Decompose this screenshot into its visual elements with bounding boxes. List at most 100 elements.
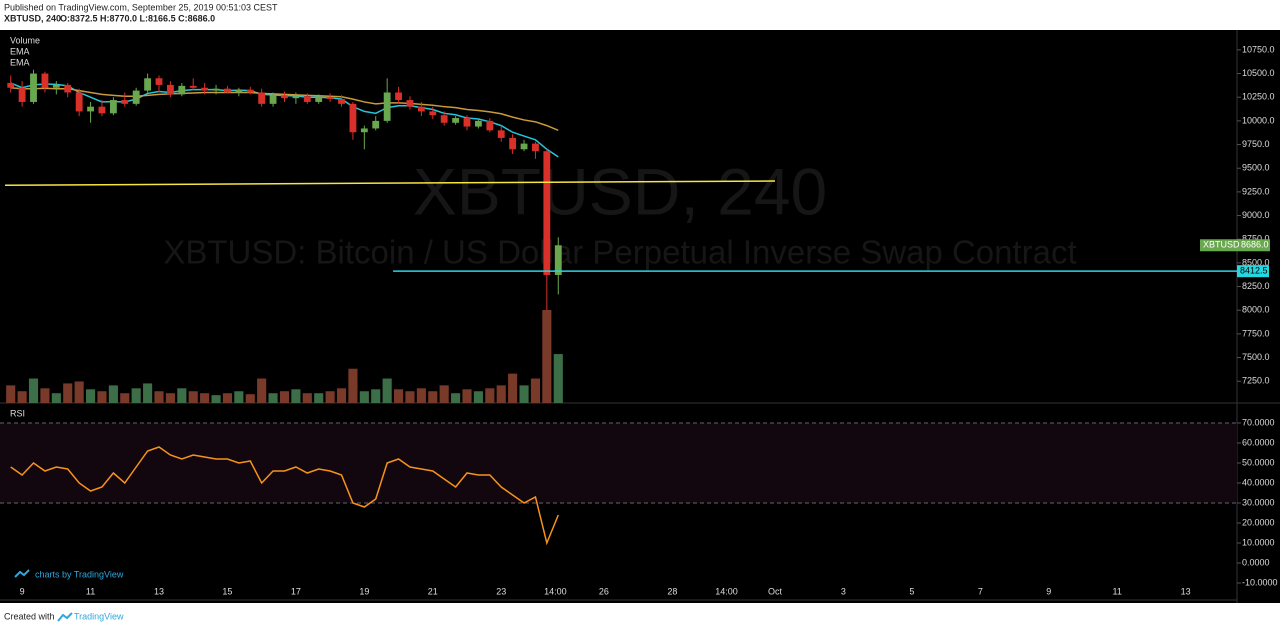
candle-body	[132, 90, 140, 104]
candle-body	[509, 137, 517, 150]
volume-bar	[530, 378, 541, 403]
candle-body	[383, 92, 391, 121]
y-tick-label: 0.0000	[1242, 557, 1270, 567]
x-tick-label: 17	[291, 586, 301, 596]
volume-bar	[120, 393, 130, 403]
candle-body	[18, 87, 26, 102]
candle-body	[281, 95, 288, 99]
volume-bar	[268, 393, 278, 403]
y-tick-label: 10500.0	[1242, 68, 1275, 78]
volume-bar	[74, 381, 84, 403]
y-tick-label: 10000.0	[1242, 115, 1275, 125]
volume-bar	[416, 388, 426, 403]
volume-bar	[97, 391, 107, 403]
x-tick-label: 26	[599, 586, 609, 596]
volume-bar	[325, 391, 335, 403]
x-tick-label: 11	[1113, 586, 1122, 596]
candle-body	[98, 106, 106, 114]
y-tick-label: 8750.0	[1242, 234, 1270, 244]
y-tick-label: 30.0000	[1242, 497, 1275, 507]
y-tick-label: 7500.0	[1242, 352, 1270, 362]
volume-bar	[6, 385, 16, 403]
y-tick-label: 10.0000	[1242, 537, 1275, 547]
ohlc-legend: O:8372.5 H:8770.0 L:8166.5 C:8686.0	[60, 13, 215, 23]
y-tick-label: 8500.0	[1242, 257, 1270, 267]
candle-body	[338, 99, 345, 104]
volume-bar	[508, 373, 518, 403]
candle-body	[246, 89, 254, 93]
candle-body	[75, 92, 83, 112]
y-tick-label: 40.0000	[1242, 477, 1275, 487]
rsi-line	[10, 446, 559, 546]
volume-bar	[382, 378, 392, 403]
rsi-label: RSI	[10, 408, 25, 418]
x-tick-label: 19	[359, 586, 369, 596]
created: Created with	[4, 611, 55, 621]
candle-body	[121, 100, 129, 104]
y-tick-label: 7250.0	[1242, 376, 1270, 386]
volume-bar	[188, 391, 198, 403]
volume-bar	[405, 391, 415, 403]
candle-body	[360, 128, 368, 133]
volume-bar	[473, 391, 483, 403]
rsi-band	[0, 423, 1237, 503]
y-tick-label: 9250.0	[1242, 186, 1270, 196]
branding: charts by TradingView	[35, 569, 124, 579]
candle-body	[486, 120, 494, 131]
volume-bar	[222, 393, 233, 403]
y-tick-label: 70.0000	[1242, 417, 1275, 427]
y-tick-label: 50.0000	[1242, 457, 1275, 467]
y-tick-label: 9750.0	[1242, 139, 1270, 149]
candle-body	[429, 111, 437, 116]
volume-bar	[542, 310, 552, 403]
candle-body	[372, 120, 380, 129]
candle-body	[41, 73, 49, 88]
volume-bar	[234, 391, 244, 403]
candle-body	[303, 96, 311, 102]
volume-bar	[17, 391, 27, 403]
candle-body	[87, 106, 94, 112]
candle-body	[497, 130, 505, 138]
volume-bar	[348, 368, 358, 403]
candle-body	[395, 92, 402, 101]
x-tick-label: 14:00	[715, 586, 738, 596]
y-tick-label: 9500.0	[1242, 163, 1270, 173]
footer-logo	[57, 612, 73, 622]
volume-bar	[451, 393, 461, 403]
volume-bar	[485, 388, 495, 403]
y-tick-label: 9000.0	[1242, 210, 1270, 220]
volume-bar	[371, 389, 381, 403]
legend-ema: EMA	[10, 57, 30, 67]
volume-bar	[211, 395, 221, 403]
candle-body	[292, 96, 300, 99]
candle-body	[532, 143, 539, 152]
volume-bar	[291, 389, 301, 403]
x-tick-label: 7	[978, 586, 983, 596]
volume-bar	[108, 385, 118, 403]
candle-body	[474, 120, 482, 127]
line-tag-label: 8412.5	[1240, 266, 1268, 276]
x-tick-label: 11	[86, 586, 95, 596]
volume-bar	[63, 383, 73, 403]
volume-bar	[428, 391, 438, 403]
logo	[14, 569, 30, 578]
x-tick-label: 13	[154, 586, 164, 596]
y-tick-label: 60.0000	[1242, 437, 1275, 447]
price-tag-label: 8686.0	[1241, 240, 1269, 250]
candle-body	[554, 245, 562, 275]
volume-bar	[85, 389, 96, 403]
candle-body	[463, 118, 471, 127]
volume-bar	[496, 385, 506, 403]
y-tick-label: 7750.0	[1242, 328, 1270, 338]
candle-body	[52, 84, 60, 88]
candle-body	[452, 118, 460, 123]
candle-body	[349, 103, 357, 133]
volume-bar	[462, 389, 472, 403]
candle-body	[30, 73, 37, 102]
volume-bar	[553, 354, 563, 403]
y-tick-label: 20.0000	[1242, 517, 1275, 527]
x-tick-label: 5	[909, 586, 914, 596]
volume-bar	[359, 391, 369, 403]
